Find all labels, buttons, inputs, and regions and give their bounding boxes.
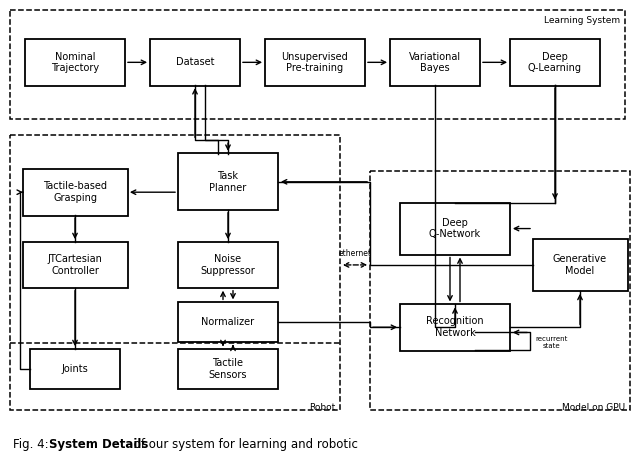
Bar [22,242,127,288]
Bar [400,304,510,350]
Text: ethernet: ethernet [339,249,371,257]
Text: Recognition
Network: Recognition Network [426,317,484,338]
Text: Tactile-based
Grasping: Tactile-based Grasping [43,181,107,203]
Bar [370,171,630,410]
Bar [178,153,278,210]
Text: Normalizer: Normalizer [202,317,255,327]
Text: Task
Planner: Task Planner [209,171,246,193]
Text: Deep
Q-Learning: Deep Q-Learning [528,51,582,73]
Bar [400,203,510,255]
Text: Learning System: Learning System [544,16,620,25]
Bar [178,242,278,288]
Bar [150,39,240,86]
Bar [390,39,480,86]
Text: Deep
Q-Network: Deep Q-Network [429,218,481,239]
Bar [30,349,120,388]
Text: Dataset: Dataset [176,57,214,67]
Bar [178,349,278,388]
Text: Unsupervised
Pre-training: Unsupervised Pre-training [282,51,348,73]
Bar [532,239,627,291]
Text: of our system for learning and robotic: of our system for learning and robotic [130,438,358,451]
Text: Variational
Bayes: Variational Bayes [409,51,461,73]
Bar [10,10,625,119]
Text: Nominal
Trajectory: Nominal Trajectory [51,51,99,73]
Bar [510,39,600,86]
Bar [265,39,365,86]
Bar [25,39,125,86]
Text: recurrent
state: recurrent state [535,336,568,350]
Text: Noise
Suppressor: Noise Suppressor [200,254,255,276]
Text: System Details: System Details [49,438,149,451]
Text: Robot: Robot [308,403,335,412]
Text: Model on GPU: Model on GPU [562,403,625,412]
Bar [22,169,127,216]
Bar [178,302,278,342]
Bar [10,135,340,410]
Text: Tactile
Sensors: Tactile Sensors [209,358,247,380]
Text: Joints: Joints [61,364,88,374]
Text: Fig. 4:: Fig. 4: [13,438,52,451]
Text: Generative
Model: Generative Model [553,254,607,276]
Text: JTCartesian
Controller: JTCartesian Controller [47,254,102,276]
